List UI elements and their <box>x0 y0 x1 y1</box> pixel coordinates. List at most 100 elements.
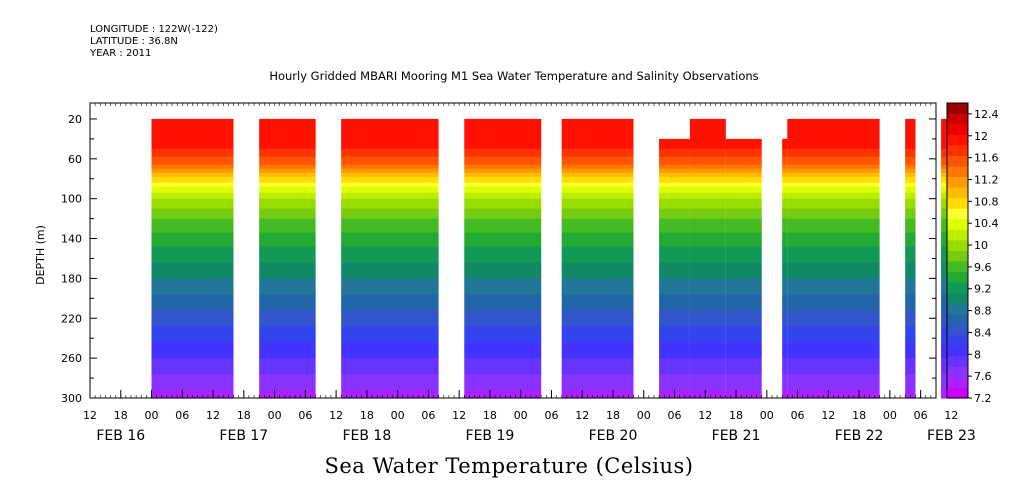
heatmap-cell <box>689 350 726 353</box>
heatmap-cell <box>341 148 439 152</box>
heatmap-cell <box>787 186 880 190</box>
heatmap-cell <box>725 262 762 266</box>
heatmap-cell <box>151 278 234 281</box>
colorbar-label: 10 <box>974 239 988 252</box>
heatmap-cell <box>782 174 788 178</box>
heatmap-cell <box>259 316 316 319</box>
heatmap-cell <box>464 234 542 238</box>
heatmap-cell <box>659 348 690 351</box>
heatmap-cell <box>259 168 316 172</box>
heatmap-cell <box>151 346 234 349</box>
colorbar-label: 9.2 <box>974 283 992 296</box>
heatmap-cell <box>561 176 634 180</box>
heatmap-cell <box>782 336 788 339</box>
heatmap-cell <box>259 186 316 190</box>
heatmap-cell <box>787 326 880 329</box>
heatmap-cell <box>259 296 316 299</box>
heatmap-cell <box>464 240 542 244</box>
colorbar-swatch <box>947 292 968 304</box>
colorbar-swatch <box>947 124 968 135</box>
heatmap-cell <box>659 316 690 319</box>
heatmap-cell <box>341 210 439 214</box>
heatmap-cell <box>464 250 542 254</box>
heatmap-cell <box>259 190 316 194</box>
heatmap-cell <box>259 394 316 397</box>
heatmap-cell <box>689 150 726 154</box>
heatmap-cell <box>561 202 634 206</box>
heatmap-cell <box>905 356 916 359</box>
heatmap-cell <box>151 338 234 341</box>
heatmap-cell <box>689 396 726 399</box>
heatmap-cell <box>464 208 542 212</box>
heatmap-cell <box>905 350 916 353</box>
heatmap-cell <box>561 376 634 379</box>
heatmap-cell <box>905 148 916 152</box>
heatmap-cell <box>561 186 634 190</box>
heatmap-cell <box>782 262 788 266</box>
heatmap-cell <box>689 260 726 264</box>
heatmap-cell <box>464 344 542 347</box>
heatmap-cell <box>787 180 880 184</box>
heatmap-cell <box>787 318 880 321</box>
heatmap-cell <box>689 292 726 295</box>
heatmap-cell <box>725 382 762 385</box>
heatmap-cell <box>782 358 788 361</box>
heatmap-cell <box>905 228 916 232</box>
heatmap-cell <box>464 338 542 341</box>
heatmap-cell <box>464 166 542 170</box>
heatmap-cell <box>782 192 788 196</box>
heatmap-cell <box>689 238 726 242</box>
heatmap-cell <box>689 190 726 194</box>
heatmap-cell <box>787 162 880 166</box>
heatmap-cell <box>787 376 880 379</box>
heatmap-cell <box>151 376 234 379</box>
heatmap-cell <box>782 328 788 331</box>
heatmap-cell <box>787 306 880 309</box>
heatmap-cell <box>341 314 439 317</box>
heatmap-cell <box>659 166 690 170</box>
heatmap-cell <box>689 200 726 204</box>
heatmap-cell <box>689 242 726 246</box>
heatmap-cell <box>787 212 880 216</box>
x-tick-label: 12 <box>575 409 589 422</box>
heatmap-cell <box>782 190 788 194</box>
heatmap-cell <box>689 354 726 357</box>
heatmap-cell <box>341 322 439 325</box>
heatmap-cell <box>151 188 234 192</box>
heatmap-cell <box>259 378 316 381</box>
heatmap-cell <box>782 332 788 335</box>
heatmap-cell <box>905 332 916 335</box>
heatmap-cell <box>782 276 788 279</box>
heatmap-cell <box>151 356 234 359</box>
heatmap-cell <box>905 170 916 174</box>
heatmap-cell <box>259 328 316 331</box>
heatmap-cell <box>659 350 690 353</box>
heatmap-cell <box>341 338 439 341</box>
heatmap-cell <box>561 288 634 291</box>
heatmap-cell <box>341 292 439 295</box>
x-tick-label: 18 <box>729 409 743 422</box>
heatmap-cell <box>659 230 690 234</box>
heatmap-cell <box>464 210 542 214</box>
heatmap-cell <box>341 238 439 242</box>
heatmap-cell <box>464 358 542 361</box>
heatmap-cell <box>725 184 762 188</box>
heatmap-cell <box>905 186 916 190</box>
heatmap-cell <box>787 230 880 234</box>
colorbar-swatch <box>947 176 968 188</box>
heatmap-cell <box>151 330 234 333</box>
heatmap-cell <box>725 272 762 275</box>
heatmap-cell <box>151 282 234 285</box>
heatmap-cell <box>464 242 542 246</box>
heatmap-cell <box>561 360 634 363</box>
heatmap-cell <box>725 176 762 180</box>
heatmap-cell <box>659 180 690 184</box>
heatmap-cell <box>659 210 690 214</box>
heatmap-cell <box>341 364 439 367</box>
heatmap-cell <box>787 390 880 393</box>
heatmap-cell <box>689 266 726 269</box>
heatmap-cell <box>782 314 788 317</box>
heatmap-cell <box>464 362 542 365</box>
heatmap-cell <box>787 236 880 240</box>
heatmap-cell <box>259 120 316 124</box>
